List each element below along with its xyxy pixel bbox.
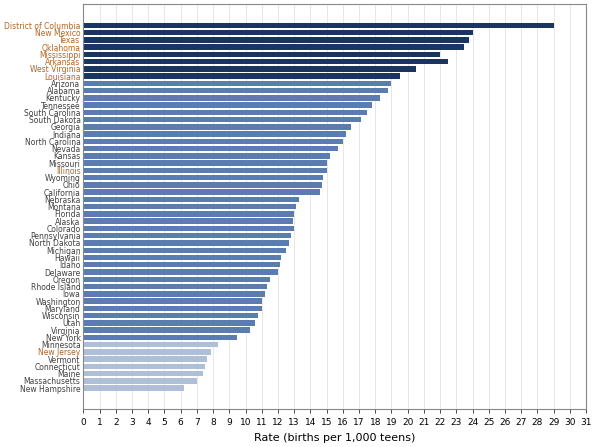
Bar bbox=[83, 327, 250, 333]
Bar bbox=[83, 80, 392, 86]
Bar bbox=[83, 190, 320, 195]
Bar bbox=[83, 73, 399, 79]
Bar bbox=[83, 23, 554, 28]
Bar bbox=[83, 153, 330, 159]
Bar bbox=[83, 102, 372, 108]
Bar bbox=[83, 291, 265, 296]
Bar bbox=[83, 306, 262, 311]
Bar bbox=[83, 269, 278, 275]
Bar bbox=[83, 146, 338, 152]
Bar bbox=[83, 66, 416, 72]
Bar bbox=[83, 320, 255, 325]
Bar bbox=[83, 342, 218, 347]
Bar bbox=[83, 139, 343, 144]
Bar bbox=[83, 335, 237, 340]
Bar bbox=[83, 363, 205, 369]
Bar bbox=[83, 160, 327, 166]
Bar bbox=[83, 356, 207, 362]
Bar bbox=[83, 37, 469, 42]
Bar bbox=[83, 240, 289, 246]
Bar bbox=[83, 248, 286, 253]
Bar bbox=[83, 168, 327, 173]
X-axis label: Rate (births per 1,000 teens): Rate (births per 1,000 teens) bbox=[254, 433, 415, 443]
Bar bbox=[83, 233, 291, 238]
Bar bbox=[83, 277, 270, 282]
Bar bbox=[83, 110, 367, 115]
Bar bbox=[83, 182, 322, 188]
Bar bbox=[83, 95, 380, 101]
Bar bbox=[83, 30, 473, 35]
Bar bbox=[83, 284, 266, 289]
Bar bbox=[83, 124, 351, 130]
Bar bbox=[83, 44, 464, 50]
Bar bbox=[83, 298, 262, 304]
Bar bbox=[83, 255, 281, 260]
Bar bbox=[83, 219, 293, 224]
Bar bbox=[83, 385, 184, 391]
Bar bbox=[83, 59, 448, 64]
Bar bbox=[83, 313, 259, 318]
Bar bbox=[83, 131, 346, 137]
Bar bbox=[83, 211, 294, 217]
Bar bbox=[83, 262, 280, 267]
Bar bbox=[83, 378, 197, 384]
Bar bbox=[83, 51, 440, 57]
Bar bbox=[83, 349, 212, 354]
Bar bbox=[83, 175, 324, 181]
Bar bbox=[83, 371, 203, 376]
Bar bbox=[83, 88, 388, 93]
Bar bbox=[83, 226, 294, 231]
Bar bbox=[83, 204, 296, 210]
Bar bbox=[83, 117, 361, 122]
Bar bbox=[83, 197, 299, 202]
